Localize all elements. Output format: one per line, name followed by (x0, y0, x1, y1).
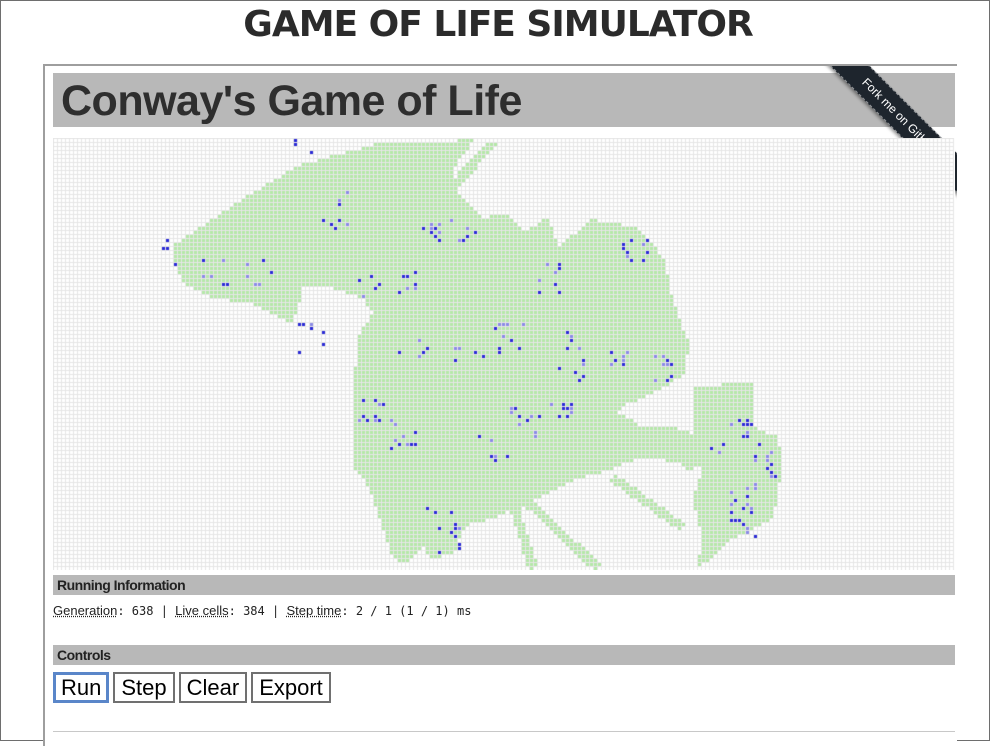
clear-button[interactable]: Clear (178, 672, 248, 703)
bottom-divider (53, 731, 955, 732)
controls-header: Controls (53, 645, 955, 665)
running-info-line: Generation: 638 | Live cells: 384 | Step… (53, 603, 472, 618)
app-frame: Conway's Game of Life Fork me on GitHub … (43, 64, 957, 746)
export-button[interactable]: Export (251, 672, 331, 703)
page-title: GAME OF LIFE SIMULATOR (243, 4, 753, 45)
running-info-heading: Running Information (57, 577, 186, 593)
life-grid-canvas[interactable] (53, 138, 955, 570)
running-info-header: Running Information (53, 575, 955, 595)
run-button[interactable]: Run (53, 672, 110, 703)
live-cells-value: 384 (243, 604, 265, 618)
step-time-value: 2 / 1 (1 / 1) ms (355, 604, 472, 618)
generation-label: Generation (53, 603, 118, 618)
step-time-label: Step time (286, 603, 342, 618)
app-title: Conway's Game of Life (61, 77, 522, 125)
app-header: Conway's Game of Life (53, 73, 955, 127)
generation-value: 638 (131, 604, 154, 618)
step-button[interactable]: Step (113, 672, 175, 703)
controls-heading: Controls (57, 647, 111, 663)
live-cells-label: Live cells (175, 603, 229, 618)
controls-bar: Run Step Clear Export (53, 672, 331, 703)
